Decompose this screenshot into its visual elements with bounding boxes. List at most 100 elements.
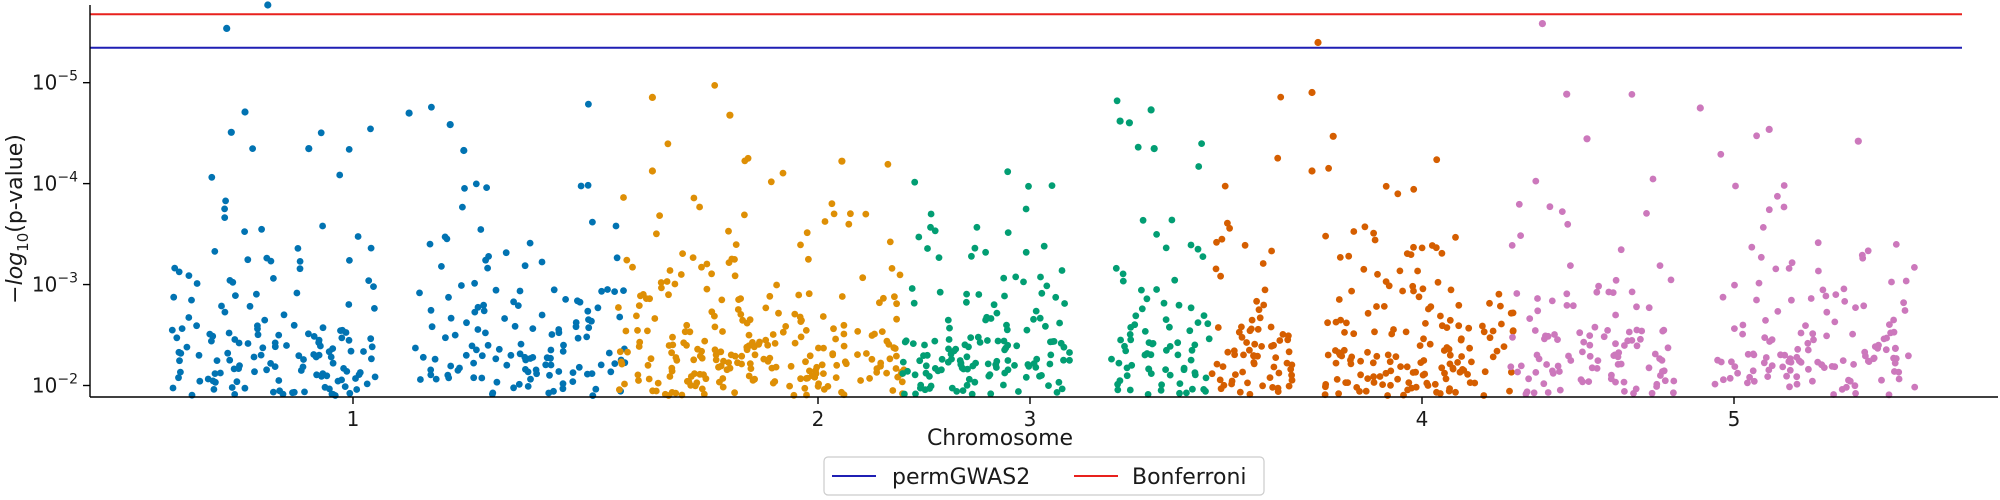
snp-point-chr4 [1332, 318, 1340, 326]
snp-point-chr3 [968, 252, 975, 260]
snp-point-chr1 [471, 279, 478, 287]
snp-point-chr2 [805, 255, 812, 263]
snp-point-chr1 [175, 268, 183, 276]
snp-point-chr2 [731, 352, 739, 360]
snp-point-chr1 [263, 366, 270, 374]
snp-point-chr4 [1232, 371, 1239, 378]
snp-point-chr4 [1274, 388, 1282, 395]
snp-point-chr5 [1659, 327, 1667, 335]
snp-point-chr1 [217, 369, 224, 377]
snp-point-chr3 [1112, 264, 1120, 272]
snp-point-chr1 [594, 304, 602, 312]
snp-point-chr1 [336, 171, 344, 179]
top-hit-chr2-1 [648, 93, 657, 101]
snp-point-chr5 [1864, 357, 1872, 365]
snp-point-chr1 [597, 361, 605, 369]
snp-point-chr2 [741, 211, 748, 219]
top-hit-chr5-6 [1583, 135, 1591, 143]
snp-point-chr2 [644, 327, 651, 335]
snp-point-chr5 [1757, 253, 1765, 261]
snp-point-chr4 [1436, 390, 1444, 397]
snp-point-chr5 [1732, 182, 1739, 190]
snp-point-chr2 [883, 337, 891, 345]
snp-point-chr4 [1269, 384, 1276, 391]
snp-point-chr1 [259, 344, 267, 352]
snp-point-chr1 [511, 322, 519, 330]
snp-point-chr5 [1768, 362, 1776, 370]
snp-point-chr2 [711, 82, 719, 89]
snp-point-chr3 [1047, 351, 1055, 359]
snp-point-chr1 [232, 292, 239, 299]
snp-point-chr3 [1061, 300, 1068, 307]
snp-point-chr3 [1126, 331, 1134, 338]
snp-point-chr3 [1174, 339, 1182, 347]
snp-point-chr2 [653, 230, 660, 238]
snp-point-chr1 [442, 334, 449, 342]
snp-point-chr2 [668, 349, 675, 357]
snp-point-chr2 [878, 328, 886, 335]
snp-point-chr1 [329, 345, 337, 352]
snp-point-chr4 [1382, 182, 1390, 190]
snp-point-chr2 [787, 362, 795, 370]
snp-point-chr4 [1322, 383, 1329, 391]
snp-point-chr3 [1000, 274, 1008, 282]
snp-point-chr3 [1194, 245, 1202, 253]
top-hit-chr1-2 [264, 1, 272, 9]
snp-point-chr1 [353, 386, 361, 393]
snp-point-chr5 [1783, 372, 1790, 380]
snp-point-chr4 [1261, 286, 1269, 294]
snp-point-chr1 [516, 350, 524, 358]
snp-point-chr1 [543, 354, 551, 362]
snp-point-chr5 [1658, 357, 1666, 364]
snp-point-chr3 [1025, 182, 1032, 190]
snp-point-chr1 [559, 348, 567, 355]
snp-point-chr2 [725, 227, 732, 235]
snp-point-chr3 [1114, 386, 1122, 394]
snp-point-chr1 [340, 365, 347, 372]
snp-point-chr5 [1594, 357, 1602, 364]
snp-point-chr4 [1246, 327, 1254, 335]
snp-point-chr1 [271, 339, 279, 347]
snp-point-chr5 [1564, 220, 1572, 228]
snp-point-chr4 [1371, 236, 1379, 244]
snp-point-chr5 [1823, 308, 1831, 316]
snp-point-chr2 [829, 350, 837, 357]
snp-point-chr4 [1497, 302, 1504, 310]
snp-point-chr1 [463, 319, 470, 327]
snp-point-chr2 [842, 360, 850, 368]
snp-point-chr3 [1143, 295, 1151, 303]
snp-point-chr3 [1191, 341, 1199, 349]
snp-point-chr3 [1166, 323, 1173, 331]
snp-point-chr3 [1176, 380, 1184, 387]
snp-point-chr5 [1761, 334, 1769, 341]
snp-point-chr5 [1755, 279, 1763, 287]
snp-point-chr3 [927, 223, 934, 231]
top-hit-chr5-5 [1854, 137, 1862, 145]
snp-point-chr2 [886, 355, 894, 363]
snp-point-chr1 [368, 343, 376, 351]
snp-point-chr1 [346, 389, 354, 397]
snp-point-chr4 [1256, 314, 1264, 322]
snp-point-chr5 [1779, 363, 1787, 371]
snp-point-chr5 [1895, 375, 1903, 383]
snp-point-chr1 [548, 331, 556, 338]
snp-point-chr2 [712, 356, 720, 364]
snp-point-chr3 [1040, 242, 1048, 250]
snp-point-chr1 [454, 367, 462, 374]
snp-point-chr4 [1422, 320, 1429, 327]
snp-point-chr3 [1023, 326, 1031, 334]
snp-point-chr5 [1579, 348, 1586, 356]
snp-point-chr3 [936, 288, 944, 296]
snp-point-chr1 [305, 330, 312, 338]
snp-point-chr5 [1887, 329, 1894, 337]
snp-point-chr5 [1717, 150, 1725, 158]
snp-point-chr3 [911, 371, 919, 379]
snp-point-chr1 [193, 280, 201, 287]
snp-point-chr5 [1507, 363, 1515, 371]
snp-point-chr2 [634, 371, 642, 379]
snp-point-chr1 [300, 356, 307, 363]
snp-point-chr5 [1858, 251, 1866, 259]
snp-point-chr4 [1414, 267, 1421, 275]
snp-point-chr2 [766, 354, 774, 362]
snp-point-chr2 [863, 350, 870, 357]
